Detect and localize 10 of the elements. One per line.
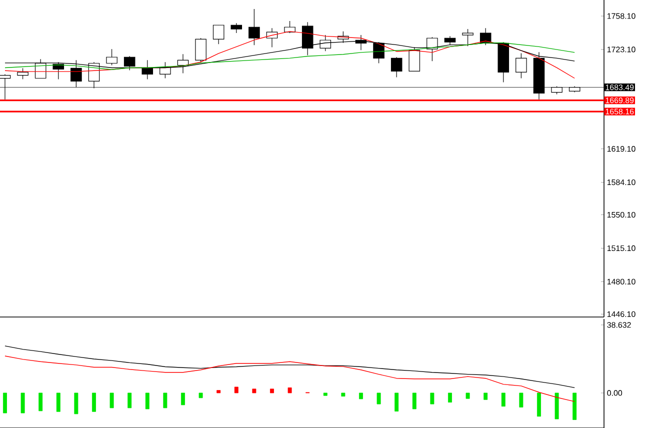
candlestick: [230, 22, 242, 34]
candlestick: [248, 8, 260, 46]
candlestick: [106, 48, 118, 66]
candlestick: [142, 60, 154, 80]
candlestick: [212, 24, 224, 44]
candlestick: [195, 38, 206, 62]
candlestick: [390, 56, 402, 78]
candlestick: [516, 52, 527, 79]
candlestick: [462, 28, 474, 46]
candlestick: [17, 68, 28, 80]
